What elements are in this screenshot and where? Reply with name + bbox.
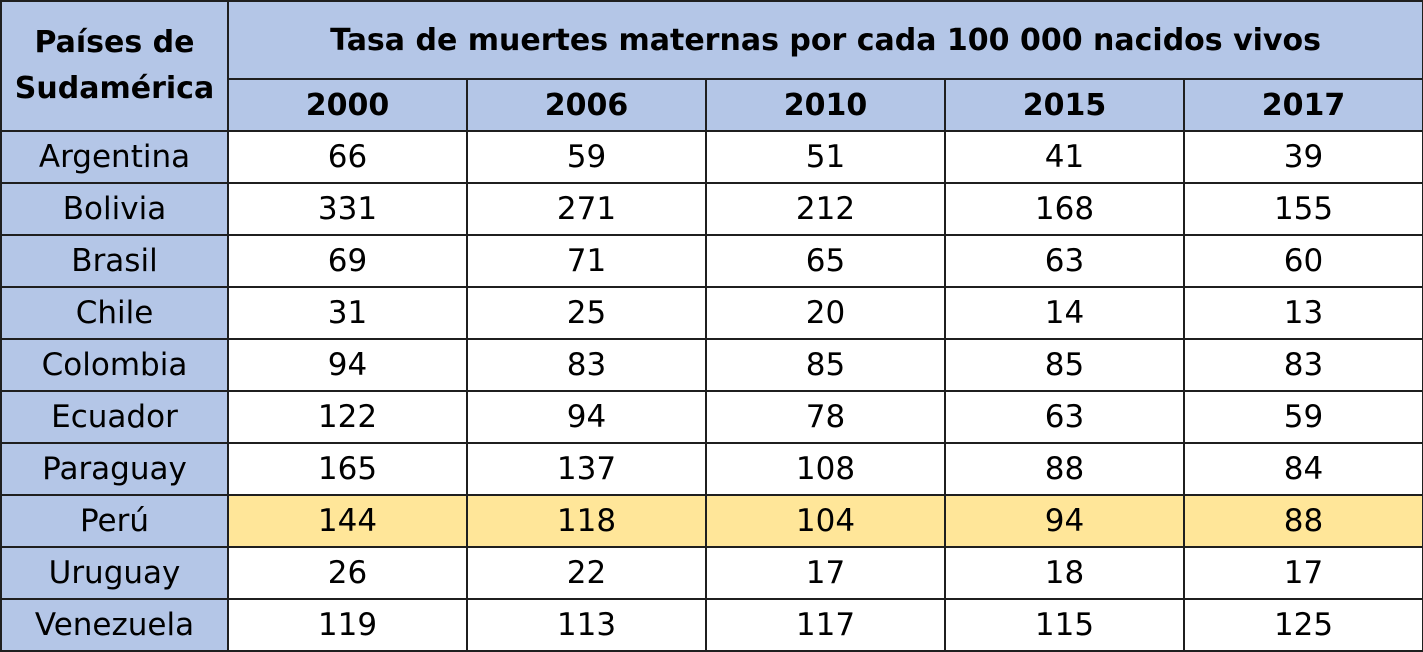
header-row-title: Países de Sudamérica Tasa de muertes mat… (0, 0, 1423, 132)
country-cell: Chile (0, 286, 229, 340)
value-cell: 63 (944, 234, 1185, 288)
table-row: Paraguay 165 137 108 88 84 (0, 442, 1423, 496)
value-cell: 25 (466, 286, 707, 340)
value-cell: 69 (227, 234, 468, 288)
value-cell: 60 (1182, 234, 1423, 288)
value-cell: 113 (466, 598, 707, 652)
country-cell: Argentina (0, 130, 229, 184)
value-cell: 155 (1182, 182, 1423, 236)
table-row: Uruguay 26 22 17 18 17 (0, 546, 1423, 600)
value-cell: 83 (1182, 338, 1423, 392)
value-cell: 271 (466, 182, 707, 236)
value-cell: 14 (944, 286, 1185, 340)
value-cell: 22 (466, 546, 707, 600)
value-cell: 13 (1182, 286, 1423, 340)
corner-header-line2: Sudamérica (14, 71, 215, 106)
value-cell: 83 (466, 338, 707, 392)
value-cell: 39 (1182, 130, 1423, 184)
value-cell: 41 (944, 130, 1185, 184)
country-cell: Venezuela (0, 598, 229, 652)
value-cell: 66 (227, 130, 468, 184)
value-cell: 144 (227, 494, 468, 548)
value-cell: 122 (227, 390, 468, 444)
country-cell: Perú (0, 494, 229, 548)
value-cell: 51 (705, 130, 946, 184)
value-cell: 88 (1182, 494, 1423, 548)
value-cell: 65 (705, 234, 946, 288)
value-cell: 165 (227, 442, 468, 496)
table-row: Bolivia 331 271 212 168 155 (0, 182, 1423, 236)
value-cell: 104 (705, 494, 946, 548)
value-cell: 26 (227, 546, 468, 600)
value-cell: 84 (1182, 442, 1423, 496)
table-row: Colombia 94 83 85 85 83 (0, 338, 1423, 392)
table-title: Tasa de muertes maternas por cada 100 00… (226, 0, 1423, 80)
header-row-years: 2000 2006 2010 2015 2017 (1, 78, 1423, 132)
value-cell: 78 (705, 390, 946, 444)
value-cell: 117 (705, 598, 946, 652)
country-cell: Ecuador (0, 390, 229, 444)
value-cell: 94 (466, 390, 707, 444)
country-cell: Bolivia (0, 182, 229, 236)
year-header: 2006 (466, 78, 707, 132)
value-cell: 212 (705, 182, 946, 236)
year-header: 2010 (705, 78, 946, 132)
value-cell: 108 (705, 442, 946, 496)
table-row: Ecuador 122 94 78 63 59 (0, 390, 1423, 444)
value-cell: 94 (227, 338, 468, 392)
value-cell: 168 (944, 182, 1185, 236)
value-cell: 118 (466, 494, 707, 548)
value-cell: 94 (944, 494, 1185, 548)
value-cell: 17 (705, 546, 946, 600)
value-cell: 18 (944, 546, 1185, 600)
country-cell: Uruguay (0, 546, 229, 600)
value-cell: 31 (227, 286, 468, 340)
year-header: 2000 (227, 78, 468, 132)
year-header: 2015 (944, 78, 1185, 132)
value-cell: 88 (944, 442, 1185, 496)
value-cell: 20 (705, 286, 946, 340)
value-cell: 59 (466, 130, 707, 184)
table-row: Venezuela 119 113 117 115 125 (0, 598, 1423, 652)
table-body: Argentina 66 59 51 41 39 Bolivia 331 271 212 168 15… (0, 130, 1423, 652)
value-cell: 137 (466, 442, 707, 496)
value-cell: 331 (227, 182, 468, 236)
country-cell: Brasil (0, 234, 229, 288)
year-header: 2017 (1182, 78, 1423, 132)
country-cell: Paraguay (0, 442, 229, 496)
value-cell: 119 (227, 598, 468, 652)
value-cell: 63 (944, 390, 1185, 444)
table-row: Argentina 66 59 51 41 39 (0, 130, 1423, 184)
value-cell: 85 (705, 338, 946, 392)
table-row: Brasil 69 71 65 63 60 (0, 234, 1423, 288)
country-cell: Colombia (0, 338, 229, 392)
value-cell: 115 (944, 598, 1185, 652)
corner-header-line1: Países de (34, 25, 195, 60)
value-cell: 85 (944, 338, 1185, 392)
value-cell: 71 (466, 234, 707, 288)
table-row: Perú 144 118 104 94 88 (0, 494, 1423, 548)
table-row: Chile 31 25 20 14 13 (0, 286, 1423, 340)
corner-header: Países de Sudamérica (0, 0, 229, 132)
value-cell: 17 (1182, 546, 1423, 600)
value-cell: 125 (1182, 598, 1423, 652)
value-cell: 59 (1182, 390, 1423, 444)
